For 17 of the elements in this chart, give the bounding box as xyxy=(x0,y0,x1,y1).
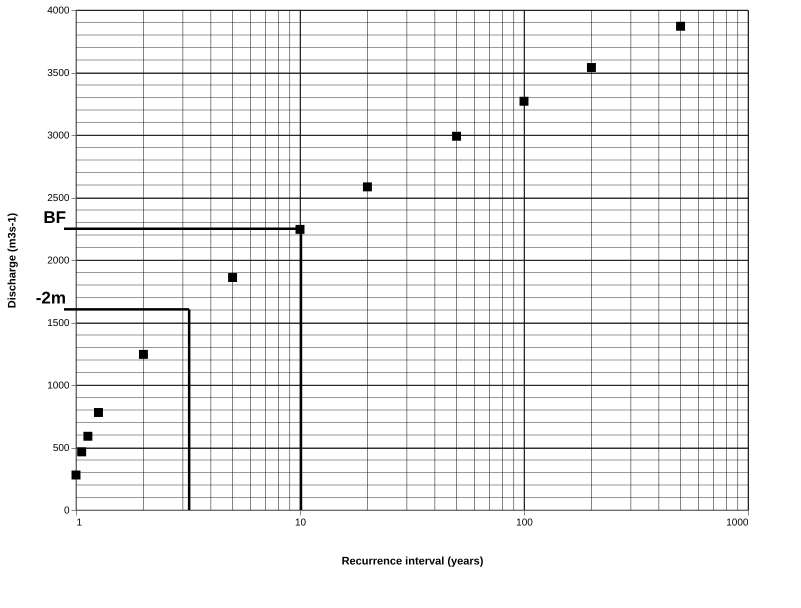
x-tick-label: 1000 xyxy=(726,518,749,528)
y-axis-title: Discharge (m3s-1) xyxy=(6,212,18,308)
y-tick-label: 1000 xyxy=(47,380,70,392)
x-tick-label: 10 xyxy=(294,518,306,528)
ref-line-label: BF xyxy=(43,208,66,227)
y-tick-label: 3000 xyxy=(47,130,70,142)
y-tick-label: 1500 xyxy=(47,318,70,329)
y-tick-label: 3500 xyxy=(47,68,70,79)
y-tick-label: 4000 xyxy=(47,6,70,16)
x-axis-title: Recurrence interval (years) xyxy=(342,556,484,568)
y-tick-label: 0 xyxy=(64,506,70,516)
ref-line-label: -2m xyxy=(36,288,66,308)
x-tick-label: 100 xyxy=(516,518,534,528)
y-tick-label: 2000 xyxy=(47,256,70,266)
y-tick-label: 500 xyxy=(52,443,70,454)
x-tick-label: 1 xyxy=(76,518,82,528)
y-tick-label: 2500 xyxy=(47,193,70,204)
